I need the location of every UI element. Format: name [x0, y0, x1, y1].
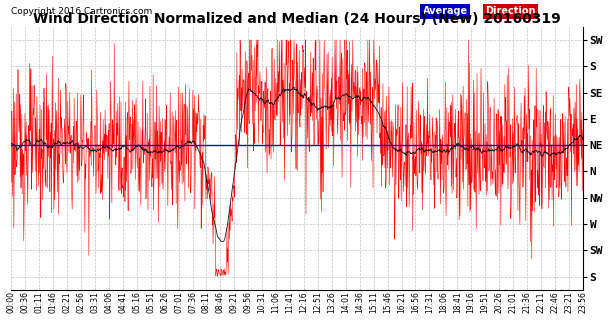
Text: Direction: Direction [486, 6, 536, 16]
Title: Wind Direction Normalized and Median (24 Hours) (New) 20160319: Wind Direction Normalized and Median (24… [33, 12, 561, 26]
Text: Copyright 2016 Cartronics.com: Copyright 2016 Cartronics.com [12, 7, 152, 16]
Text: Average: Average [423, 6, 468, 16]
